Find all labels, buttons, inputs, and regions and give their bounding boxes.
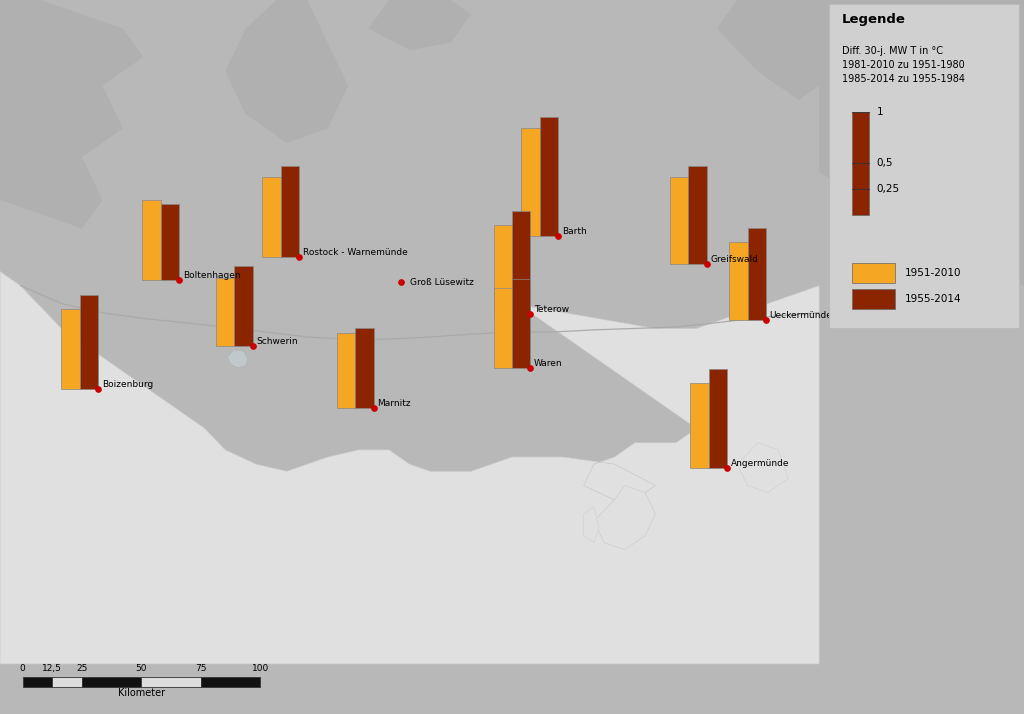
Bar xyxy=(80,296,98,389)
Bar xyxy=(161,204,179,280)
Bar xyxy=(355,328,374,408)
Bar xyxy=(512,278,530,368)
Bar xyxy=(494,288,512,368)
Text: 25: 25 xyxy=(76,664,88,673)
Bar xyxy=(201,677,260,687)
Bar xyxy=(852,112,868,215)
Text: 75: 75 xyxy=(195,664,207,673)
Bar xyxy=(262,177,281,257)
Text: 1955-2014: 1955-2014 xyxy=(905,294,962,304)
Polygon shape xyxy=(584,507,599,543)
Text: Schwerin: Schwerin xyxy=(257,337,298,346)
Text: Rostock - Warnemünde: Rostock - Warnemünde xyxy=(303,248,408,257)
Text: Ueckermünde: Ueckermünde xyxy=(770,311,833,320)
Bar xyxy=(670,177,688,264)
Polygon shape xyxy=(497,311,532,336)
Text: Diff. 30-j. MW T in °C
1981-2010 zu 1951-1980
1985-2014 zu 1955-1984: Diff. 30-j. MW T in °C 1981-2010 zu 1951… xyxy=(842,46,965,84)
Bar xyxy=(852,263,895,283)
Bar xyxy=(521,129,540,236)
Text: 50: 50 xyxy=(135,664,147,673)
Bar xyxy=(729,242,748,320)
Bar xyxy=(709,369,727,468)
Text: Boltenhagen: Boltenhagen xyxy=(183,271,241,280)
Text: 0,5: 0,5 xyxy=(877,159,893,169)
Polygon shape xyxy=(737,443,788,493)
Polygon shape xyxy=(227,350,248,368)
Bar xyxy=(337,333,355,408)
Bar xyxy=(829,4,1019,328)
Bar xyxy=(23,677,52,687)
Polygon shape xyxy=(819,0,1024,286)
Bar xyxy=(512,211,530,314)
Polygon shape xyxy=(717,0,819,100)
Text: Greifswald: Greifswald xyxy=(711,255,758,264)
Text: Teterow: Teterow xyxy=(535,305,569,314)
Text: 12,5: 12,5 xyxy=(42,664,62,673)
Bar xyxy=(61,309,80,389)
Bar xyxy=(281,166,299,257)
Polygon shape xyxy=(0,271,819,664)
Bar xyxy=(690,383,709,468)
Text: 1: 1 xyxy=(877,107,884,117)
Bar xyxy=(52,677,82,687)
Bar xyxy=(688,166,707,264)
Text: Angermünde: Angermünde xyxy=(731,458,790,468)
Bar xyxy=(216,278,234,346)
Text: Waren: Waren xyxy=(535,358,563,368)
Text: Kilometer: Kilometer xyxy=(118,688,165,698)
Polygon shape xyxy=(369,0,471,50)
Text: Boizenburg: Boizenburg xyxy=(102,380,154,389)
Text: Barth: Barth xyxy=(562,226,587,236)
Polygon shape xyxy=(225,0,348,143)
Text: 1951-2010: 1951-2010 xyxy=(905,268,962,278)
Bar xyxy=(540,117,558,236)
Bar xyxy=(82,677,141,687)
Bar xyxy=(141,677,201,687)
Bar xyxy=(494,225,512,314)
Text: 100: 100 xyxy=(252,664,268,673)
Polygon shape xyxy=(0,0,143,228)
Text: Groß Lüsewitz: Groß Lüsewitz xyxy=(410,278,473,286)
Bar xyxy=(748,228,766,320)
Bar xyxy=(234,266,253,346)
Polygon shape xyxy=(594,486,655,550)
Text: 0,25: 0,25 xyxy=(877,184,900,194)
Bar xyxy=(852,289,895,309)
Text: Marnitz: Marnitz xyxy=(378,399,411,408)
Bar xyxy=(142,200,161,280)
Text: 0: 0 xyxy=(19,664,26,673)
Text: Legende: Legende xyxy=(842,13,905,26)
